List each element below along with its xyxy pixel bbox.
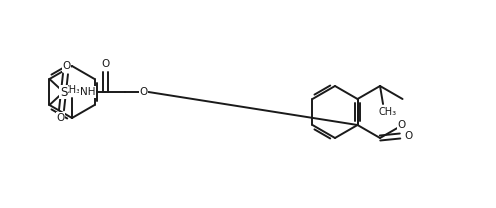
Text: S: S (60, 85, 67, 99)
Text: O: O (57, 113, 64, 123)
Text: O: O (62, 61, 70, 71)
Text: CH₃: CH₃ (63, 85, 81, 95)
Text: NH: NH (80, 87, 95, 97)
Text: O: O (397, 120, 406, 130)
Text: O: O (101, 59, 110, 69)
Text: O: O (139, 87, 148, 97)
Text: O: O (404, 131, 412, 141)
Text: O: O (139, 87, 148, 97)
Text: CH₃: CH₃ (379, 107, 397, 117)
